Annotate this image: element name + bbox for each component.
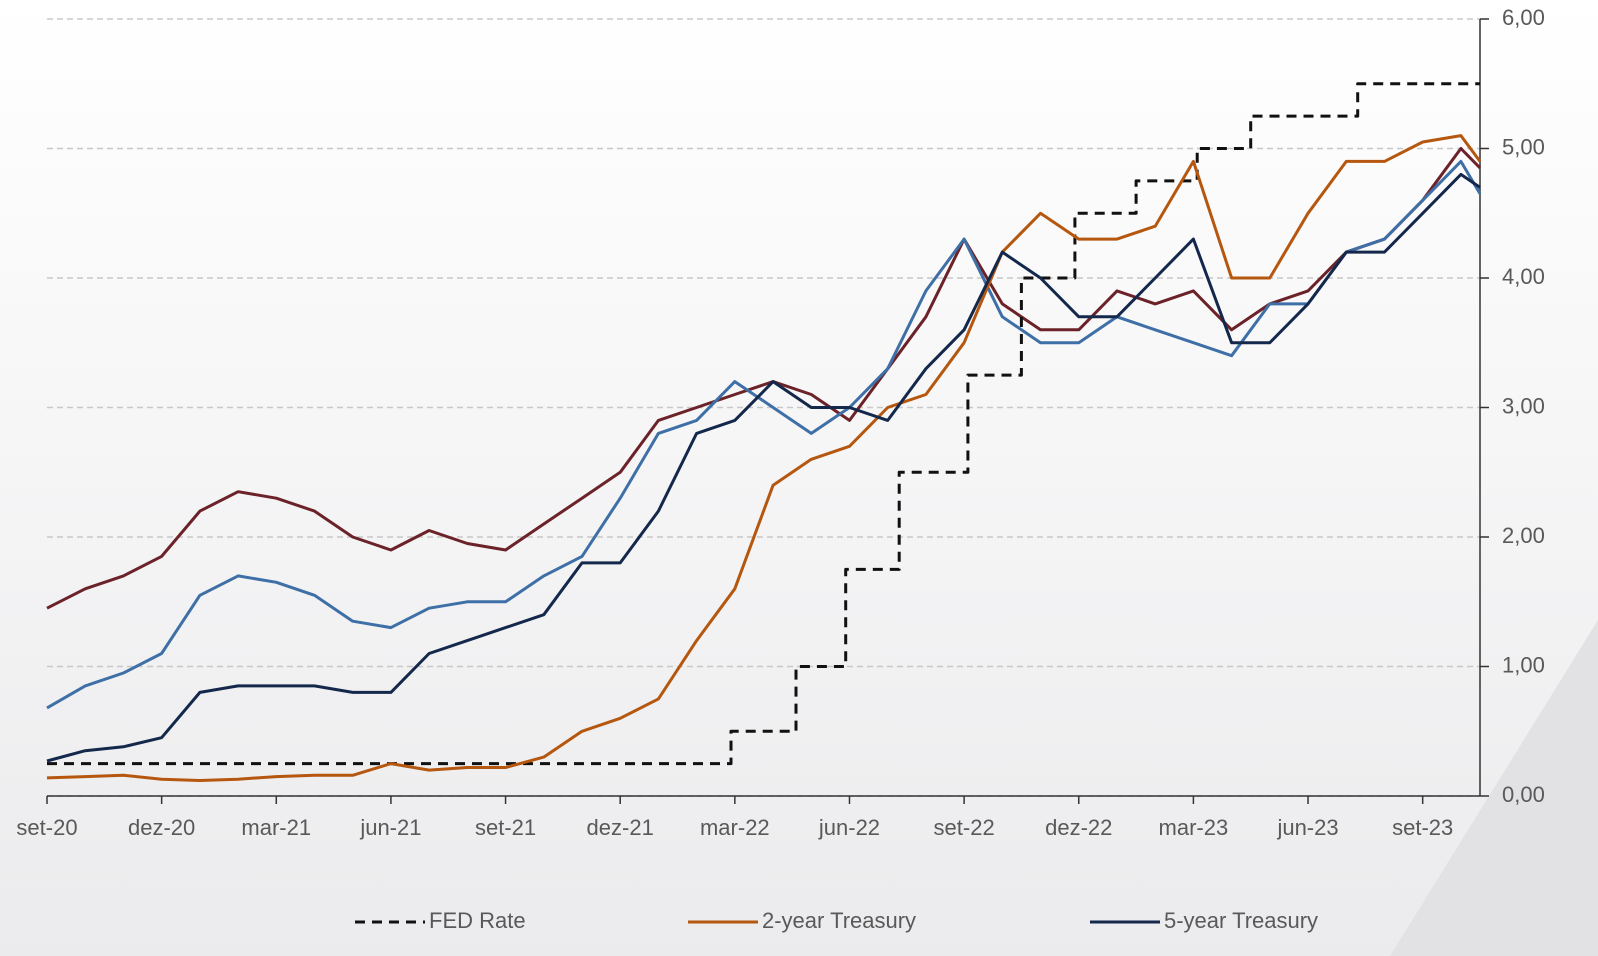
x-tick-label: set-20 <box>16 815 77 840</box>
y-tick-label: 1,00 <box>1502 652 1545 677</box>
series-line <box>46 134 1482 782</box>
series-line <box>46 159 1482 710</box>
x-tick-label: set-21 <box>475 815 536 840</box>
x-tick-label: dez-20 <box>128 815 195 840</box>
series-line <box>46 172 1481 763</box>
y-tick-label: 3,00 <box>1502 393 1545 418</box>
legend-label: 2-year Treasury <box>762 908 916 933</box>
x-tick-label: dez-21 <box>587 815 654 840</box>
y-tick-label: 0,00 <box>1502 782 1545 807</box>
series-line <box>47 82 1480 766</box>
x-tick-label: mar-23 <box>1159 815 1229 840</box>
x-tick-label: set-22 <box>934 815 995 840</box>
y-tick-label: 2,00 <box>1502 523 1545 548</box>
y-tick-label: 5,00 <box>1502 134 1545 159</box>
background-shape <box>1390 620 1598 956</box>
legend-label: 5-year Treasury <box>1164 908 1318 933</box>
y-tick-label: 4,00 <box>1502 264 1545 289</box>
x-tick-label: dez-22 <box>1045 815 1112 840</box>
x-tick-label: set-23 <box>1392 815 1453 840</box>
x-tick-label: jun-22 <box>818 815 880 840</box>
x-tick-label: jun-21 <box>359 815 421 840</box>
legend-label: FED Rate <box>429 908 526 933</box>
x-tick-label: mar-22 <box>700 815 770 840</box>
x-tick-label: jun-23 <box>1276 815 1338 840</box>
x-tick-label: mar-21 <box>241 815 311 840</box>
y-tick-label: 6,00 <box>1502 5 1545 30</box>
